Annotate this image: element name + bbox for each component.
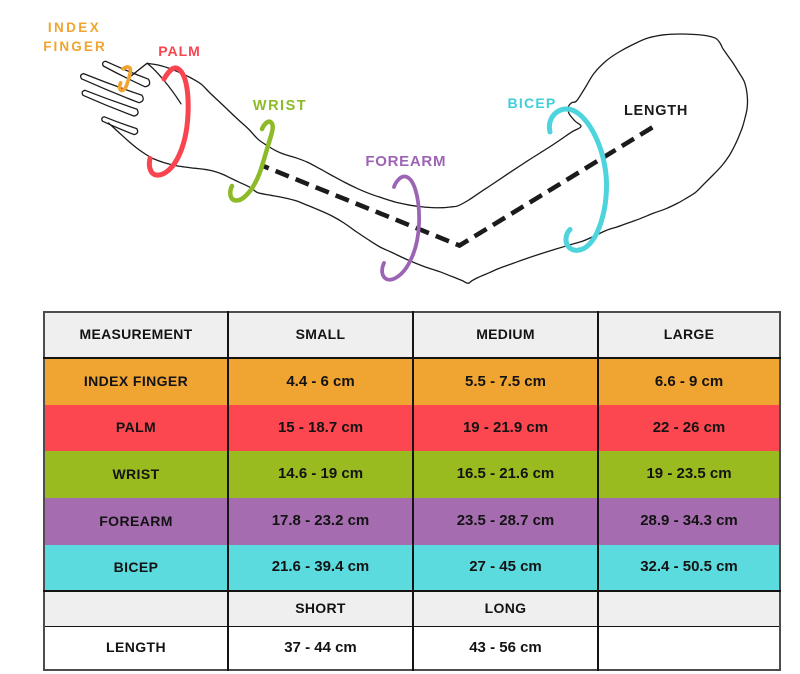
svg-text:FOREARM: FOREARM <box>365 153 446 170</box>
svg-text:WRIST: WRIST <box>253 98 307 114</box>
svg-text:LENGTH: LENGTH <box>624 103 688 119</box>
svg-text:BICEP: BICEP <box>507 95 556 111</box>
svg-text:PALM: PALM <box>158 43 201 59</box>
svg-text:INDEX: INDEX <box>48 20 101 35</box>
svg-text:FINGER: FINGER <box>43 39 107 54</box>
